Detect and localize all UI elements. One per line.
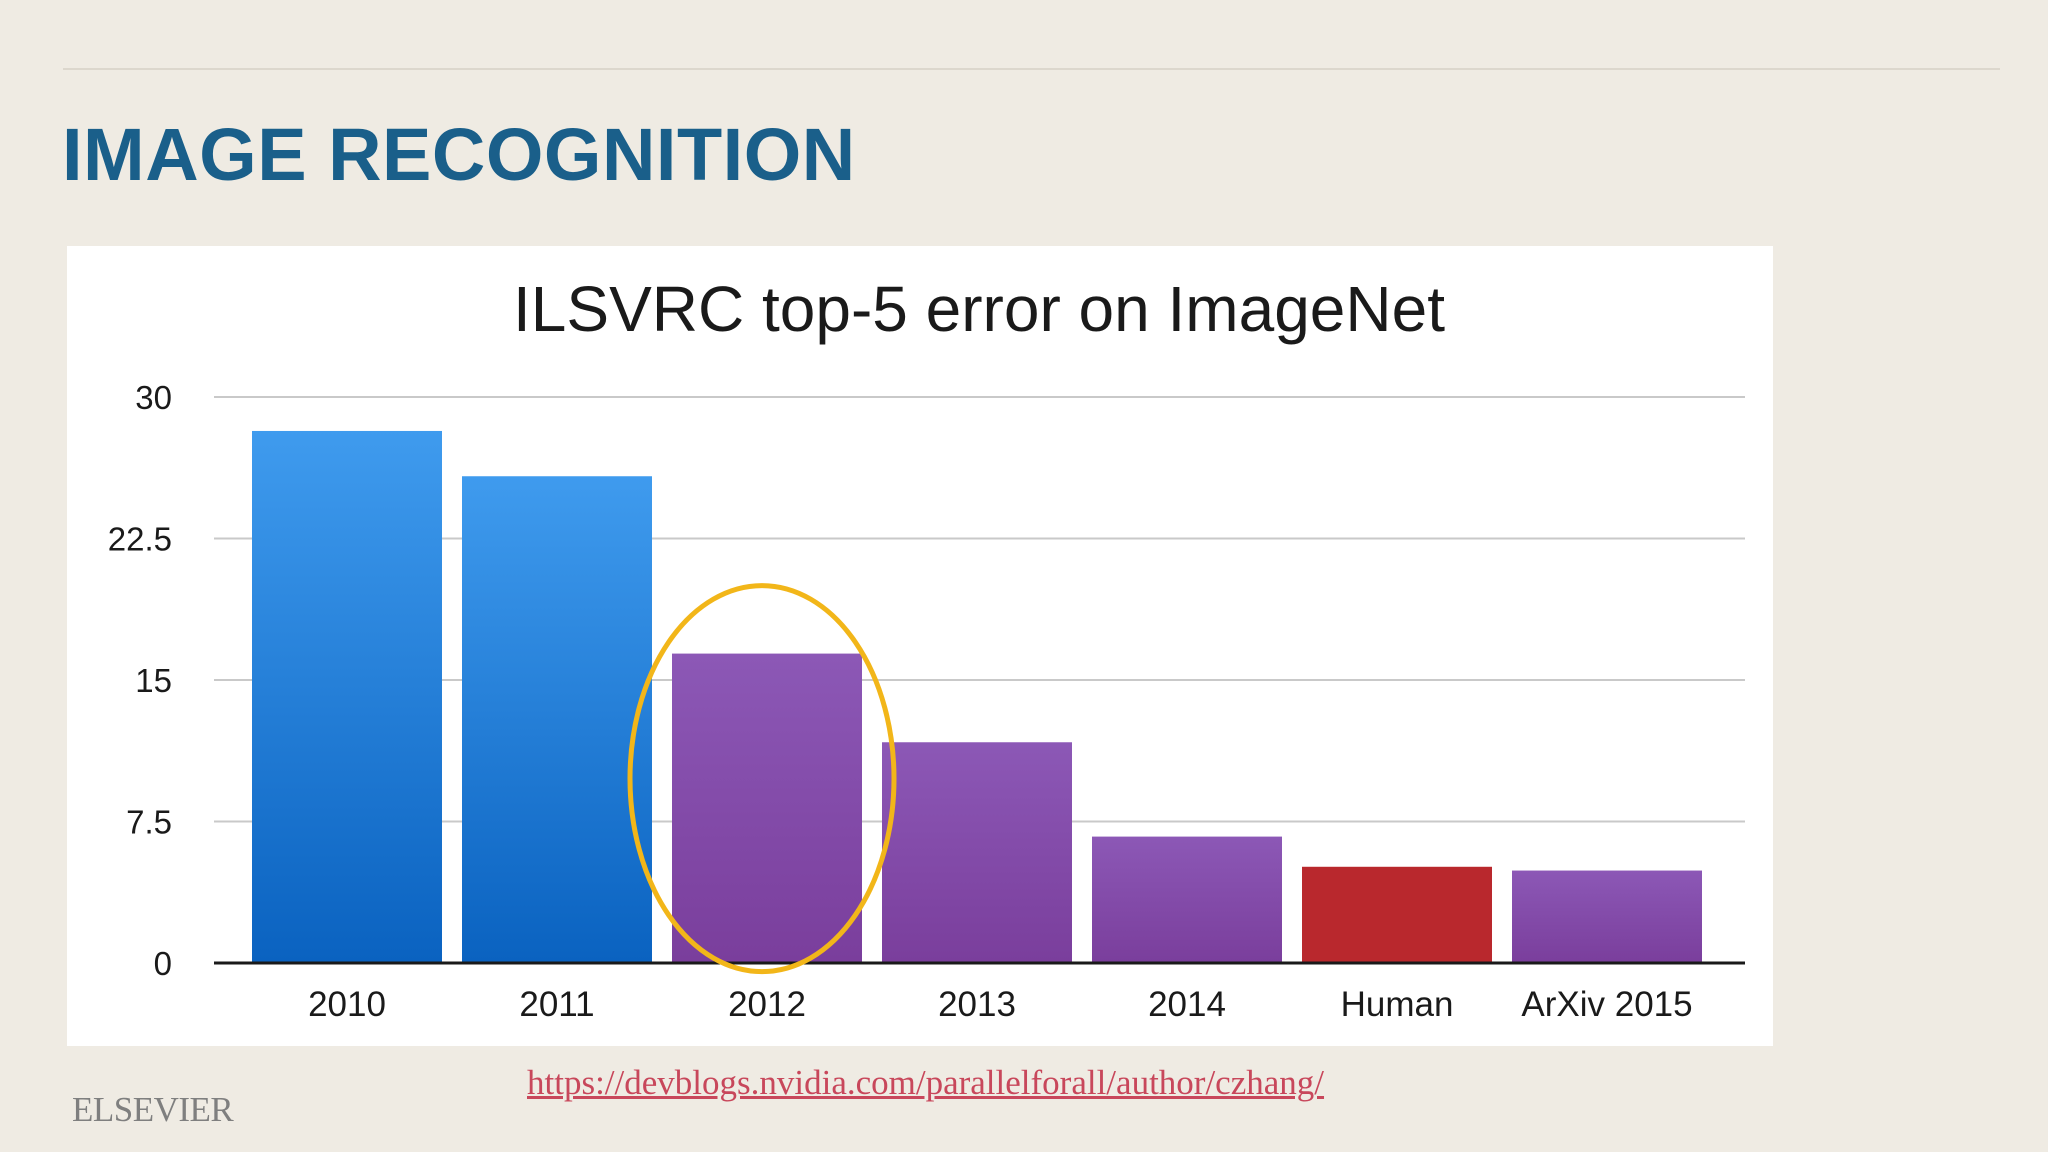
bar-2010 xyxy=(252,430,442,963)
bar-arxiv-2015 xyxy=(1512,870,1702,963)
bar-chart: ILSVRC top-5 error on ImageNet 0 7.5 15 22.… xyxy=(108,273,1745,1024)
chart-panel: ILSVRC top-5 error on ImageNet 0 7.5 15 22.… xyxy=(67,246,1773,1046)
y-axis-ticks: 0 7.5 15 22.5 30 xyxy=(108,379,172,982)
bar-2014 xyxy=(1092,836,1282,963)
y-tick-label: 7.5 xyxy=(126,804,172,841)
x-tick-label: 2010 xyxy=(308,985,386,1024)
bars xyxy=(252,430,1702,963)
elsevier-logo: ELSEVIER xyxy=(72,1090,234,1129)
x-tick-label: Human xyxy=(1341,985,1454,1024)
slide-title: IMAGE RECOGNITION xyxy=(62,113,856,196)
x-tick-label: 2014 xyxy=(1148,985,1226,1024)
bar-2012 xyxy=(672,653,862,963)
source-link[interactable]: https://devblogs.nvidia.com/parallelfora… xyxy=(527,1063,1325,1102)
highlight-circle xyxy=(627,583,897,975)
bar-human xyxy=(1302,866,1492,963)
y-tick-label: 30 xyxy=(135,379,172,416)
y-tick-label: 0 xyxy=(154,945,172,982)
bar-2013 xyxy=(882,742,1072,963)
y-tick-label: 22.5 xyxy=(108,521,172,558)
x-tick-label: ArXiv 2015 xyxy=(1521,985,1692,1024)
top-divider xyxy=(63,68,2000,70)
chart-title: ILSVRC top-5 error on ImageNet xyxy=(513,273,1445,345)
y-tick-label: 15 xyxy=(135,662,172,699)
x-tick-label: 2011 xyxy=(519,985,594,1024)
x-tick-label: 2013 xyxy=(938,985,1016,1024)
bar-2011 xyxy=(462,476,652,963)
x-tick-label: 2012 xyxy=(728,985,806,1024)
x-axis-ticks: 2010 2011 2012 2013 2014 Human ArXiv 2015 xyxy=(308,985,1693,1024)
